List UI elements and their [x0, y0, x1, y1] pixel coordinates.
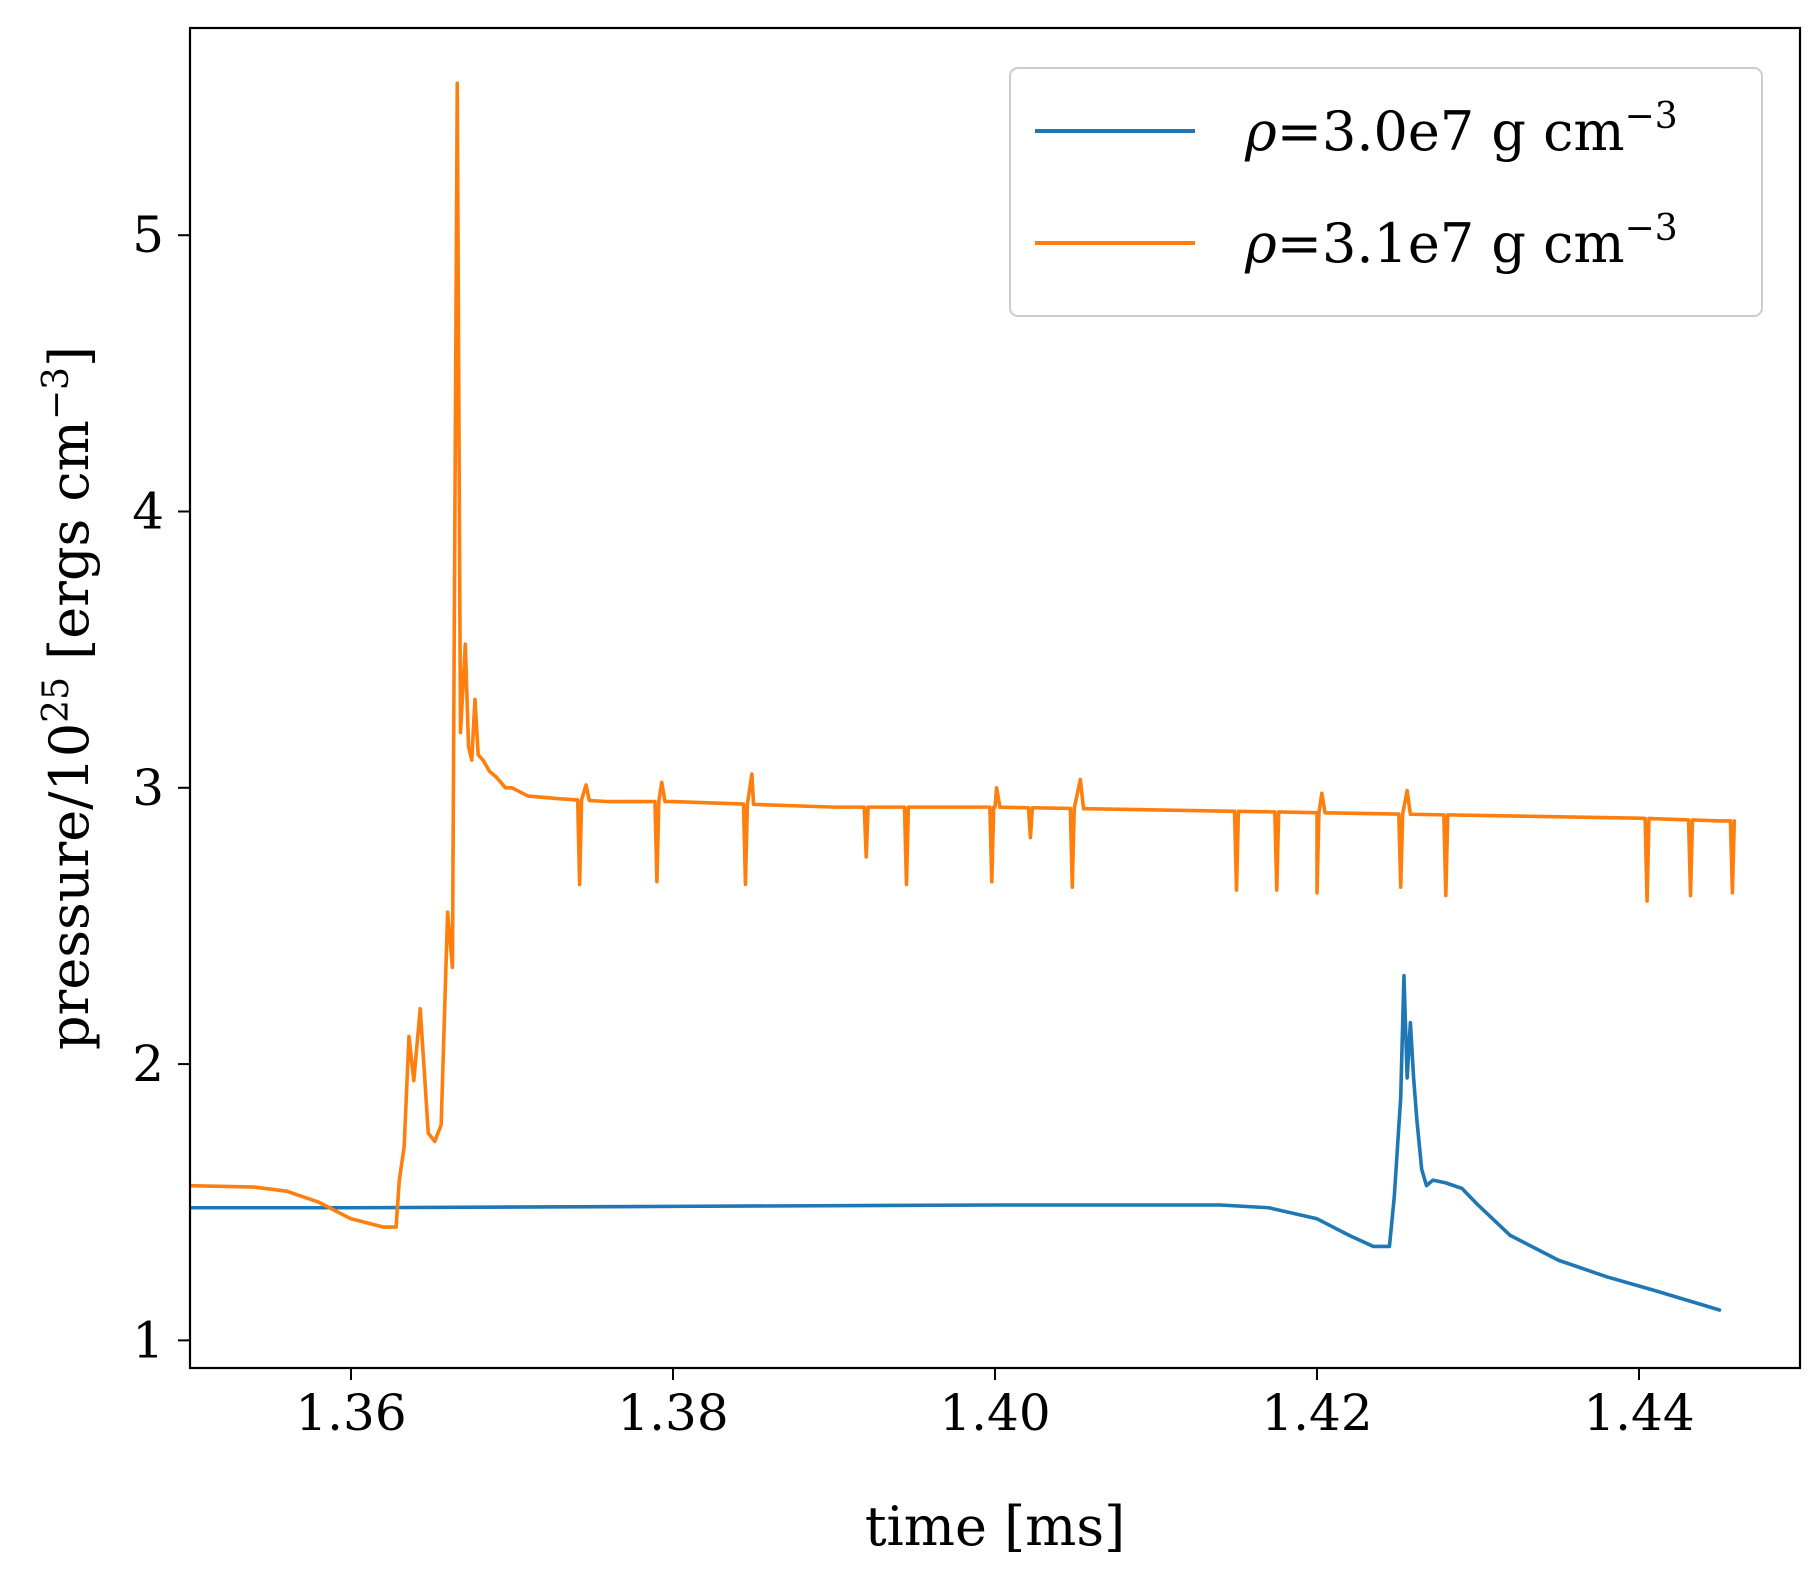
- legend-label-rho-3-0e7: ρ=3.0e7 g cm−3: [1244, 96, 1678, 163]
- x-tick-label: 1.38: [617, 1384, 728, 1442]
- y-axis: 1 2 3 4 5: [132, 206, 190, 1369]
- legend: ρ=3.0e7 g cm−3 ρ=3.1e7 g cm−3: [1009, 67, 1763, 317]
- y-label-close: ]: [38, 346, 101, 367]
- y-label-unit-exp: −3: [36, 367, 77, 420]
- y-label-exp: 25: [36, 677, 77, 723]
- x-tick-label: 1.40: [939, 1384, 1050, 1442]
- lines-layer: [190, 81, 1737, 1312]
- plot-content: [190, 81, 1737, 1312]
- legend-label-rho-3-1e7: ρ=3.1e7 g cm−3: [1244, 208, 1678, 275]
- y-axis-label: pressure/1025 [ergs cm−3]: [36, 346, 101, 1050]
- y-tick-label: 3: [132, 759, 164, 817]
- x-axis: 1.36 1.38 1.40 1.42 1.44: [295, 1368, 1695, 1442]
- y-tick-label: 4: [132, 483, 164, 541]
- x-tick-label: 1.36: [295, 1384, 406, 1442]
- y-tick-label: 1: [132, 1311, 164, 1369]
- x-axis-label: time [ms]: [865, 1495, 1125, 1558]
- y-label-unit: [ergs cm: [38, 420, 101, 677]
- legend-box: [1009, 67, 1763, 317]
- y-label-base: pressure/10: [38, 723, 101, 1050]
- x-tick-label: 1.44: [1583, 1384, 1694, 1442]
- y-tick-label: 2: [132, 1035, 164, 1093]
- x-tick-label: 1.42: [1261, 1384, 1372, 1442]
- y-tick-label: 5: [132, 206, 164, 264]
- series-line-0: [190, 973, 1722, 1312]
- series-line-1: [190, 81, 1737, 1229]
